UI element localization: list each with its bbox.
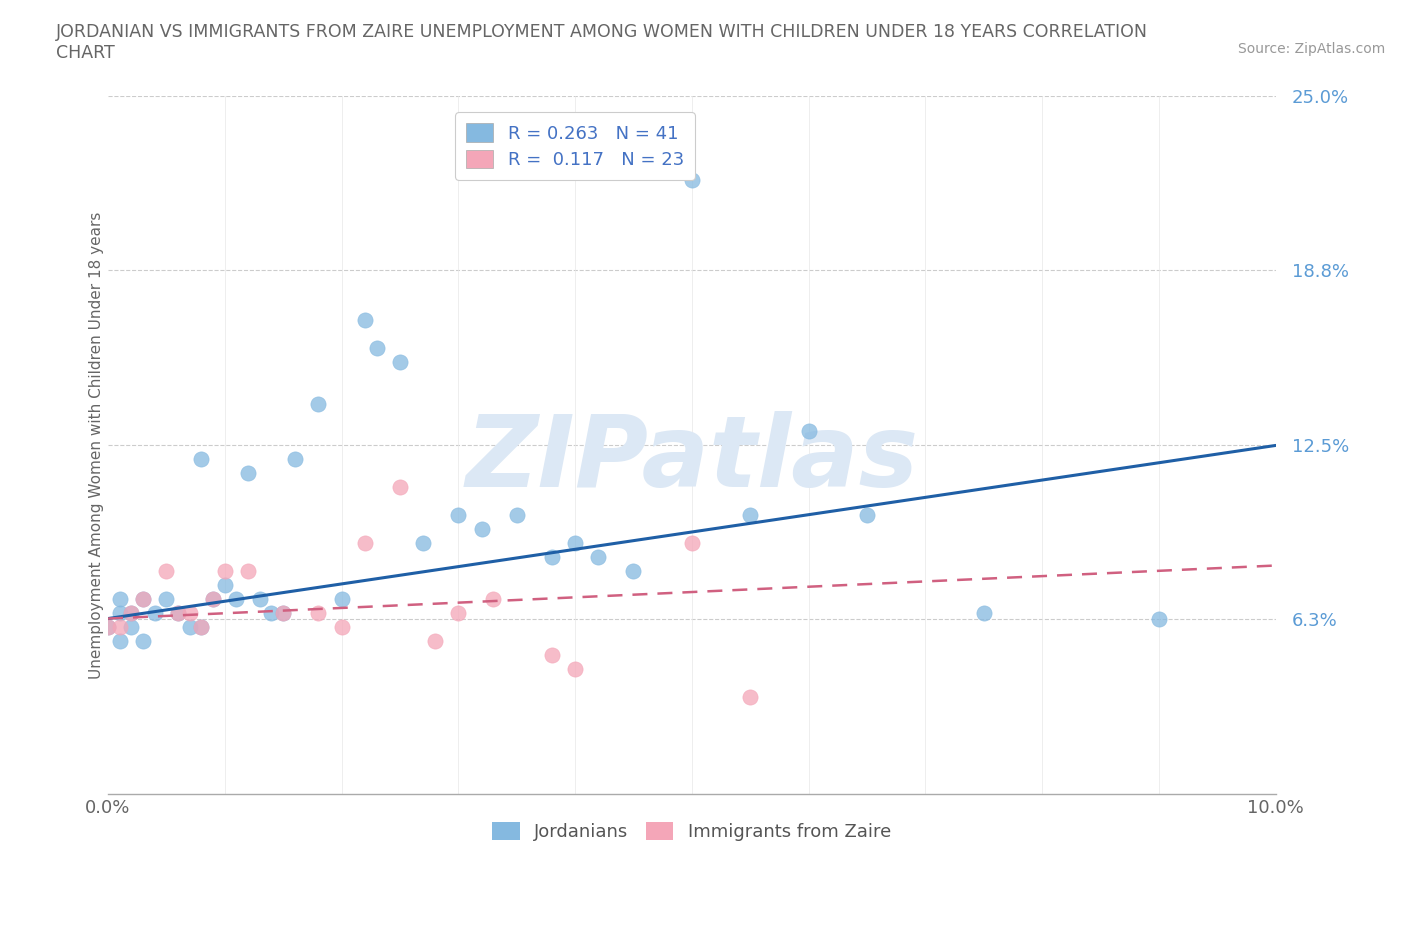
Point: [271, 605, 294, 620]
Point: [366, 340, 388, 355]
Point: [973, 605, 995, 620]
Point: [249, 591, 271, 606]
Point: [588, 550, 610, 565]
Point: [155, 564, 177, 578]
Point: [214, 564, 236, 578]
Point: [505, 508, 527, 523]
Point: [155, 591, 177, 606]
Point: [179, 619, 201, 634]
Text: ZIPatlas: ZIPatlas: [465, 411, 918, 508]
Point: [423, 633, 446, 648]
Point: [236, 466, 259, 481]
Point: [143, 605, 166, 620]
Point: [236, 564, 259, 578]
Point: [97, 619, 120, 634]
Point: [307, 396, 329, 411]
Point: [540, 550, 562, 565]
Text: Source: ZipAtlas.com: Source: ZipAtlas.com: [1237, 42, 1385, 56]
Point: [797, 424, 820, 439]
Point: [225, 591, 247, 606]
Point: [97, 619, 120, 634]
Point: [482, 591, 505, 606]
Text: JORDANIAN VS IMMIGRANTS FROM ZAIRE UNEMPLOYMENT AMONG WOMEN WITH CHILDREN UNDER : JORDANIAN VS IMMIGRANTS FROM ZAIRE UNEMP…: [56, 23, 1149, 62]
Point: [179, 605, 201, 620]
Point: [540, 647, 562, 662]
Point: [307, 605, 329, 620]
Point: [564, 536, 586, 551]
Point: [447, 508, 470, 523]
Point: [412, 536, 434, 551]
Point: [740, 689, 762, 704]
Point: [132, 591, 155, 606]
Point: [388, 480, 411, 495]
Point: [108, 633, 131, 648]
Point: [564, 661, 586, 676]
Point: [120, 605, 142, 620]
Y-axis label: Unemployment Among Women with Children Under 18 years: Unemployment Among Women with Children U…: [90, 212, 104, 679]
Point: [284, 452, 307, 467]
Point: [108, 619, 131, 634]
Point: [167, 605, 190, 620]
Point: [388, 354, 411, 369]
Point: [354, 536, 377, 551]
Point: [190, 619, 212, 634]
Point: [354, 312, 377, 327]
Point: [108, 605, 131, 620]
Point: [190, 452, 212, 467]
Point: [447, 605, 470, 620]
Point: [260, 605, 283, 620]
Point: [202, 591, 225, 606]
Legend: Jordanians, Immigrants from Zaire: Jordanians, Immigrants from Zaire: [485, 815, 898, 848]
Point: [330, 591, 353, 606]
Point: [190, 619, 212, 634]
Point: [330, 619, 353, 634]
Point: [681, 536, 703, 551]
Point: [132, 633, 155, 648]
Point: [120, 619, 142, 634]
Point: [120, 605, 142, 620]
Point: [271, 605, 294, 620]
Point: [167, 605, 190, 620]
Point: [681, 173, 703, 188]
Point: [108, 591, 131, 606]
Point: [1147, 611, 1170, 626]
Point: [202, 591, 225, 606]
Point: [471, 522, 494, 537]
Point: [623, 564, 645, 578]
Point: [856, 508, 879, 523]
Point: [214, 578, 236, 592]
Point: [740, 508, 762, 523]
Point: [132, 591, 155, 606]
